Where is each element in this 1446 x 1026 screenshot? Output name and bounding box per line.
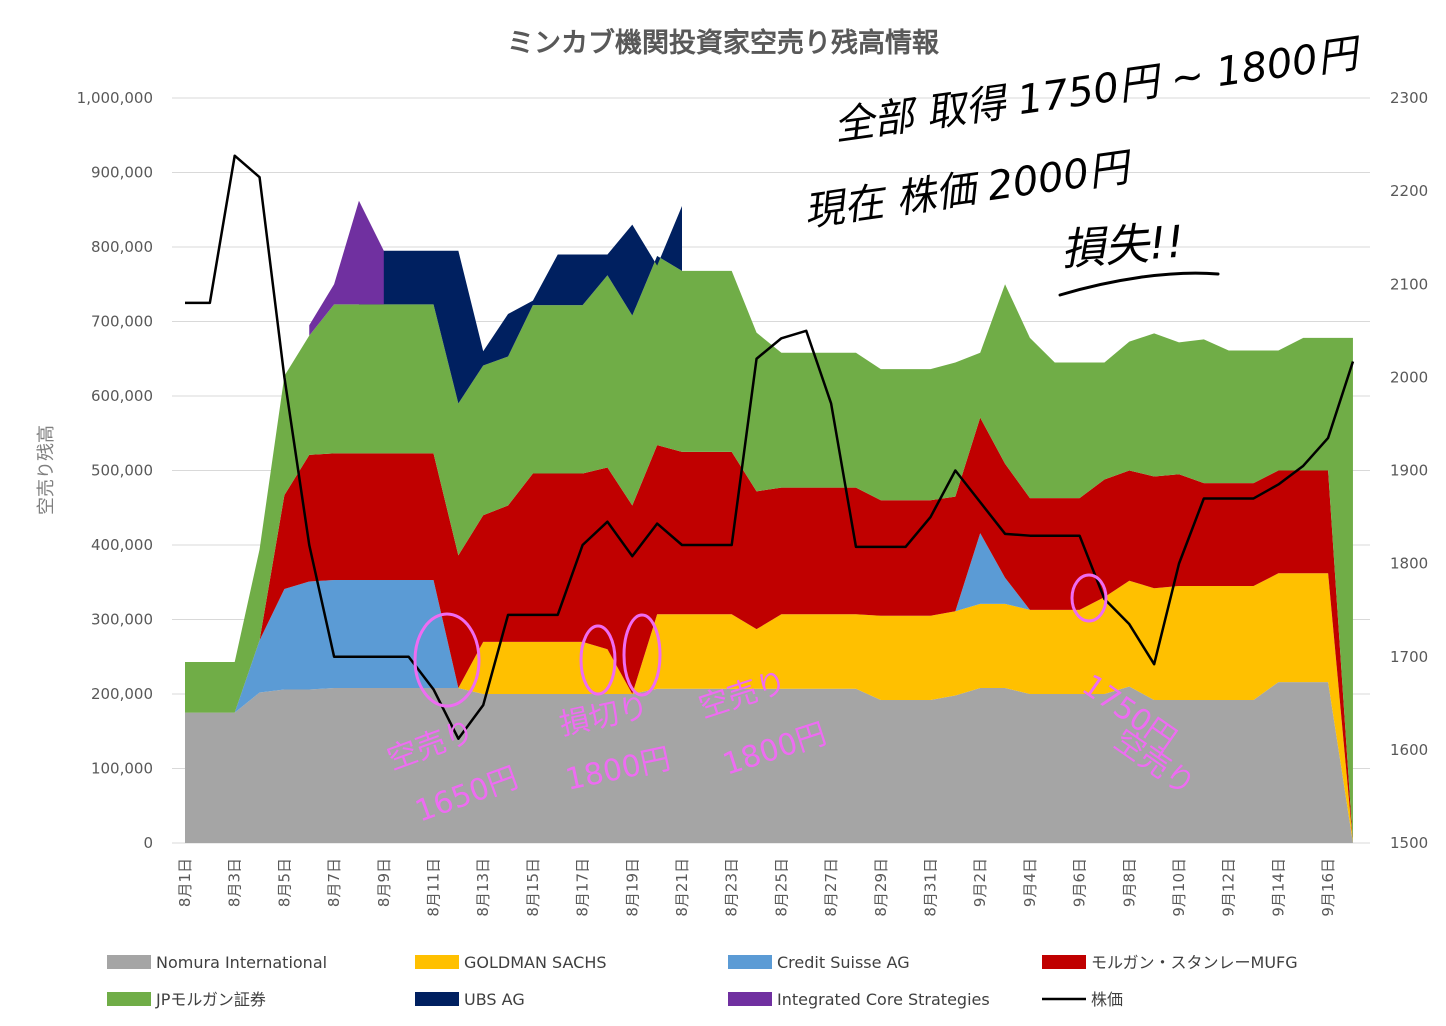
chart-title: ミンカブ機関投資家空売り残高情報 — [507, 27, 940, 59]
x-tick-label: 9月16日 — [1319, 858, 1337, 917]
x-tick-label: 9月12日 — [1220, 858, 1238, 917]
legend-label: Credit Suisse AG — [777, 953, 910, 972]
area-Nomura International — [185, 682, 1353, 843]
legend: Nomura International GOLDMAN SACHS Credit … — [107, 953, 1298, 1009]
x-tick-label: 8月7日 — [325, 858, 343, 907]
legend-label: Nomura International — [156, 953, 327, 972]
x-tick-label: 8月15日 — [524, 858, 542, 917]
handwritten-note: 現在 株価 2000円 — [801, 144, 1136, 236]
handwritten-note: 損失!! — [1059, 216, 1186, 275]
legend-swatch — [415, 992, 459, 1006]
x-axis-ticks: 8月1日 8月3日 8月5日 8月7日 8月9日 8月11日 8月13日 8月15日 8月17日… — [176, 858, 1337, 917]
x-tick-label: 8月23日 — [723, 858, 741, 917]
x-tick-label: 8月27日 — [822, 858, 840, 917]
right-axis-ticks: 1500 1600 1700 1800 1900 2000 2100 2200 2300 — [1390, 89, 1428, 852]
x-tick-label: 8月25日 — [772, 858, 790, 917]
right-tick-label: 1900 — [1390, 462, 1428, 480]
circle-mark — [579, 624, 617, 696]
left-tick-label: 900,000 — [91, 164, 153, 182]
legend-label: Integrated Core Strategies — [777, 990, 990, 1009]
circle-mark — [413, 612, 481, 708]
x-tick-label: 9月4日 — [1021, 858, 1039, 907]
stacked-areas — [185, 200, 1353, 843]
x-tick-label: 9月8日 — [1120, 858, 1138, 907]
legend-label: モルガン・スタンレーMUFG — [1091, 953, 1298, 972]
x-tick-label: 9月6日 — [1071, 858, 1089, 907]
circle-mark — [622, 613, 662, 697]
x-tick-label: 8月17日 — [574, 858, 592, 917]
left-tick-label: 1,000,000 — [77, 89, 153, 107]
left-tick-label: 500,000 — [91, 462, 153, 480]
legend-swatch — [728, 992, 772, 1006]
legend-label: UBS AG — [464, 990, 525, 1009]
x-tick-label: 8月31日 — [922, 858, 940, 917]
legend-swatch — [415, 955, 459, 969]
left-tick-label: 100,000 — [91, 760, 153, 778]
legend-label: JPモルガン証券 — [155, 990, 266, 1009]
legend-swatch — [107, 955, 151, 969]
price-series-line — [185, 154, 1355, 740]
x-tick-label: 8月3日 — [226, 858, 244, 907]
right-tick-label: 1700 — [1390, 648, 1428, 666]
legend-label: 株価 — [1091, 990, 1123, 1009]
area-JPモルガン証券 — [185, 255, 1353, 843]
underline-stroke — [1058, 271, 1220, 297]
x-tick-label: 9月10日 — [1170, 858, 1188, 917]
left-tick-label: 600,000 — [91, 387, 153, 405]
x-tick-label: 8月21日 — [673, 858, 691, 917]
x-tick-label: 8月29日 — [872, 858, 890, 917]
right-tick-label: 2100 — [1390, 275, 1428, 293]
legend-swatch — [728, 955, 772, 969]
left-tick-label: 200,000 — [91, 685, 153, 703]
right-tick-label: 1600 — [1390, 741, 1428, 759]
area-モルガン・スタンレーMUFG — [185, 417, 1353, 843]
left-tick-label: 300,000 — [91, 611, 153, 629]
right-tick-label: 1500 — [1390, 834, 1428, 852]
left-tick-label: 700,000 — [91, 313, 153, 331]
x-tick-label: 8月1日 — [176, 858, 194, 907]
right-tick-label: 2300 — [1390, 89, 1428, 107]
x-tick-label: 8月5日 — [275, 858, 293, 907]
x-tick-label: 8月11日 — [425, 858, 443, 917]
right-tick-label: 2000 — [1390, 368, 1428, 386]
left-tick-label: 800,000 — [91, 238, 153, 256]
circle-mark — [1070, 573, 1108, 623]
area-UBS AG — [358, 206, 682, 404]
x-tick-label: 9月14日 — [1269, 858, 1287, 917]
right-tick-label: 2200 — [1390, 182, 1428, 200]
price-line — [185, 154, 1355, 740]
legend-swatch — [1042, 955, 1086, 969]
left-tick-label: 0 — [143, 834, 153, 852]
y-axis-label: 空売り残高 — [36, 425, 57, 515]
x-tick-label: 8月9日 — [375, 858, 393, 907]
left-tick-label: 400,000 — [91, 536, 153, 554]
x-tick-label: 8月13日 — [474, 858, 492, 917]
right-tick-label: 1800 — [1390, 555, 1428, 573]
left-axis-ticks: 0 100,000 200,000 300,000 400,000 500,000 600,… — [77, 89, 153, 852]
legend-label: GOLDMAN SACHS — [464, 953, 607, 972]
x-tick-label: 8月19日 — [623, 858, 641, 917]
area-Integrated Core Strategies — [309, 200, 384, 336]
x-tick-label: 9月2日 — [971, 858, 989, 907]
legend-swatch — [107, 992, 151, 1006]
area-GOLDMAN SACHS — [185, 573, 1353, 843]
